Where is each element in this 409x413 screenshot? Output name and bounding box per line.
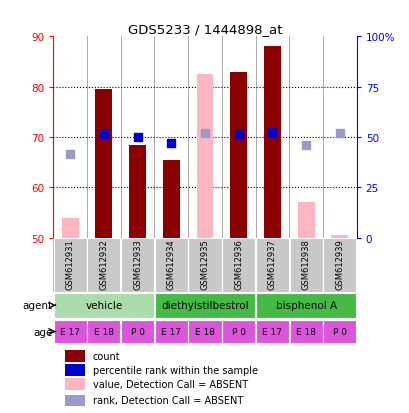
- Text: percentile rank within the sample: percentile rank within the sample: [92, 365, 257, 375]
- Text: GSM612938: GSM612938: [301, 239, 310, 289]
- Point: [201, 131, 208, 137]
- Bar: [230, 72, 247, 238]
- Bar: [289, 320, 322, 343]
- Bar: [297, 203, 314, 238]
- Bar: [263, 47, 280, 238]
- Point: [235, 132, 241, 138]
- Text: E 17: E 17: [262, 327, 282, 336]
- Text: diethylstilbestrol: diethylstilbestrol: [161, 300, 248, 310]
- Bar: [121, 238, 154, 292]
- Text: P 0: P 0: [231, 327, 245, 336]
- Bar: [154, 320, 187, 343]
- Title: GDS5233 / 1444898_at: GDS5233 / 1444898_at: [128, 23, 281, 36]
- Text: E 17: E 17: [60, 327, 80, 336]
- Text: GSM612936: GSM612936: [234, 239, 243, 289]
- Bar: [54, 293, 154, 318]
- Text: GSM612935: GSM612935: [200, 239, 209, 289]
- Point: [168, 140, 174, 147]
- Bar: [87, 320, 120, 343]
- Text: count: count: [92, 351, 120, 361]
- Bar: [129, 145, 146, 238]
- Bar: [196, 75, 213, 238]
- Bar: [289, 238, 322, 292]
- Text: value, Detection Call = ABSENT: value, Detection Call = ABSENT: [92, 380, 247, 389]
- Bar: [222, 320, 255, 343]
- Text: rank, Detection Call = ABSENT: rank, Detection Call = ABSENT: [92, 396, 243, 406]
- Bar: [95, 90, 112, 238]
- Text: age: age: [33, 327, 52, 337]
- Bar: [121, 320, 154, 343]
- Text: GSM612939: GSM612939: [335, 239, 344, 289]
- Text: GSM612931: GSM612931: [65, 239, 74, 289]
- Text: GSM612934: GSM612934: [166, 239, 175, 289]
- Point: [268, 129, 275, 136]
- Bar: [323, 320, 355, 343]
- Bar: [323, 238, 355, 292]
- Text: E 18: E 18: [295, 327, 315, 336]
- Point: [67, 151, 73, 157]
- Bar: [87, 238, 120, 292]
- Bar: [255, 238, 288, 292]
- Bar: [188, 238, 221, 292]
- Point: [100, 132, 107, 138]
- Text: E 18: E 18: [195, 327, 214, 336]
- Point: [134, 134, 141, 141]
- Text: agent: agent: [22, 301, 52, 311]
- Bar: [65, 379, 85, 390]
- Text: bisphenol A: bisphenol A: [275, 300, 336, 310]
- Bar: [330, 235, 347, 238]
- Bar: [65, 364, 85, 376]
- Point: [302, 142, 309, 148]
- Bar: [162, 160, 179, 238]
- Bar: [65, 395, 85, 406]
- Text: vehicle: vehicle: [85, 300, 122, 310]
- Bar: [62, 218, 79, 238]
- Text: GSM612937: GSM612937: [267, 239, 276, 289]
- Text: E 18: E 18: [94, 327, 114, 336]
- Bar: [222, 238, 255, 292]
- Bar: [54, 238, 86, 292]
- Bar: [154, 293, 255, 318]
- Bar: [54, 320, 86, 343]
- Text: GSM612933: GSM612933: [133, 239, 142, 289]
- Text: GSM612932: GSM612932: [99, 239, 108, 289]
- Bar: [188, 320, 221, 343]
- Point: [336, 131, 342, 138]
- Bar: [65, 350, 85, 362]
- Text: P 0: P 0: [130, 327, 144, 336]
- Text: E 17: E 17: [161, 327, 181, 336]
- Bar: [255, 320, 288, 343]
- Text: P 0: P 0: [332, 327, 346, 336]
- Bar: [154, 238, 187, 292]
- Bar: [255, 293, 355, 318]
